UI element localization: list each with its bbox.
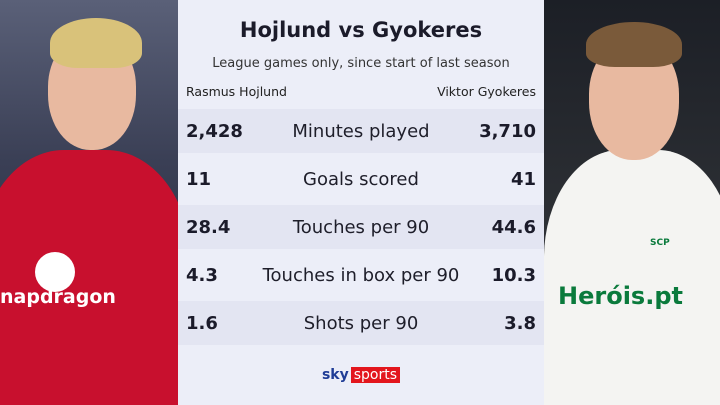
stat-label: Shots per 90 [303,312,419,334]
right-sponsor: Heróis.pt [558,282,683,310]
left-value: 11 [186,168,212,190]
hojlund-photo: napdragon [0,0,180,405]
stat-row: 1.6 Shots per 90 3.8 [178,301,544,345]
right-value: 10.3 [491,264,536,286]
stat-row: 28.4 Touches per 90 44.6 [178,205,544,249]
stat-label: Goals scored [303,168,419,190]
stat-row: 4.3 Touches in box per 90 10.3 [178,253,544,297]
left-value: 1.6 [186,312,218,334]
left-value: 28.4 [186,216,231,238]
gyokeres-photo: SCP Heróis.pt [544,0,720,405]
logo-sky: sky [321,367,349,383]
right-crest: SCP [650,238,670,248]
right-value: 41 [510,168,536,190]
stat-row: 2,428 Minutes played 3,710 [178,109,544,153]
left-value: 2,428 [186,120,243,142]
left-sponsor: napdragon [0,286,116,308]
sky-sports-logo: sky sports [178,367,544,383]
title: Hojlund vs Gyokeres [239,18,483,42]
comparison-panel: Hojlund vs Gyokeres League games only, s… [178,0,544,405]
left-value: 4.3 [186,264,218,286]
left-player-name: Rasmus Hojlund [186,84,287,99]
logo-sports: sports [350,367,401,383]
right-value: 3,710 [479,120,536,142]
right-value: 44.6 [491,216,536,238]
stat-label: Touches in box per 90 [262,264,460,286]
subtitle: League games only, since start of last s… [212,56,510,71]
right-value: 3.8 [504,312,536,334]
stat-label: Touches per 90 [292,216,430,238]
stat-row: 11 Goals scored 41 [178,157,544,201]
right-player-name: Viktor Gyokeres [437,84,536,99]
stat-label: Minutes played [292,120,430,142]
